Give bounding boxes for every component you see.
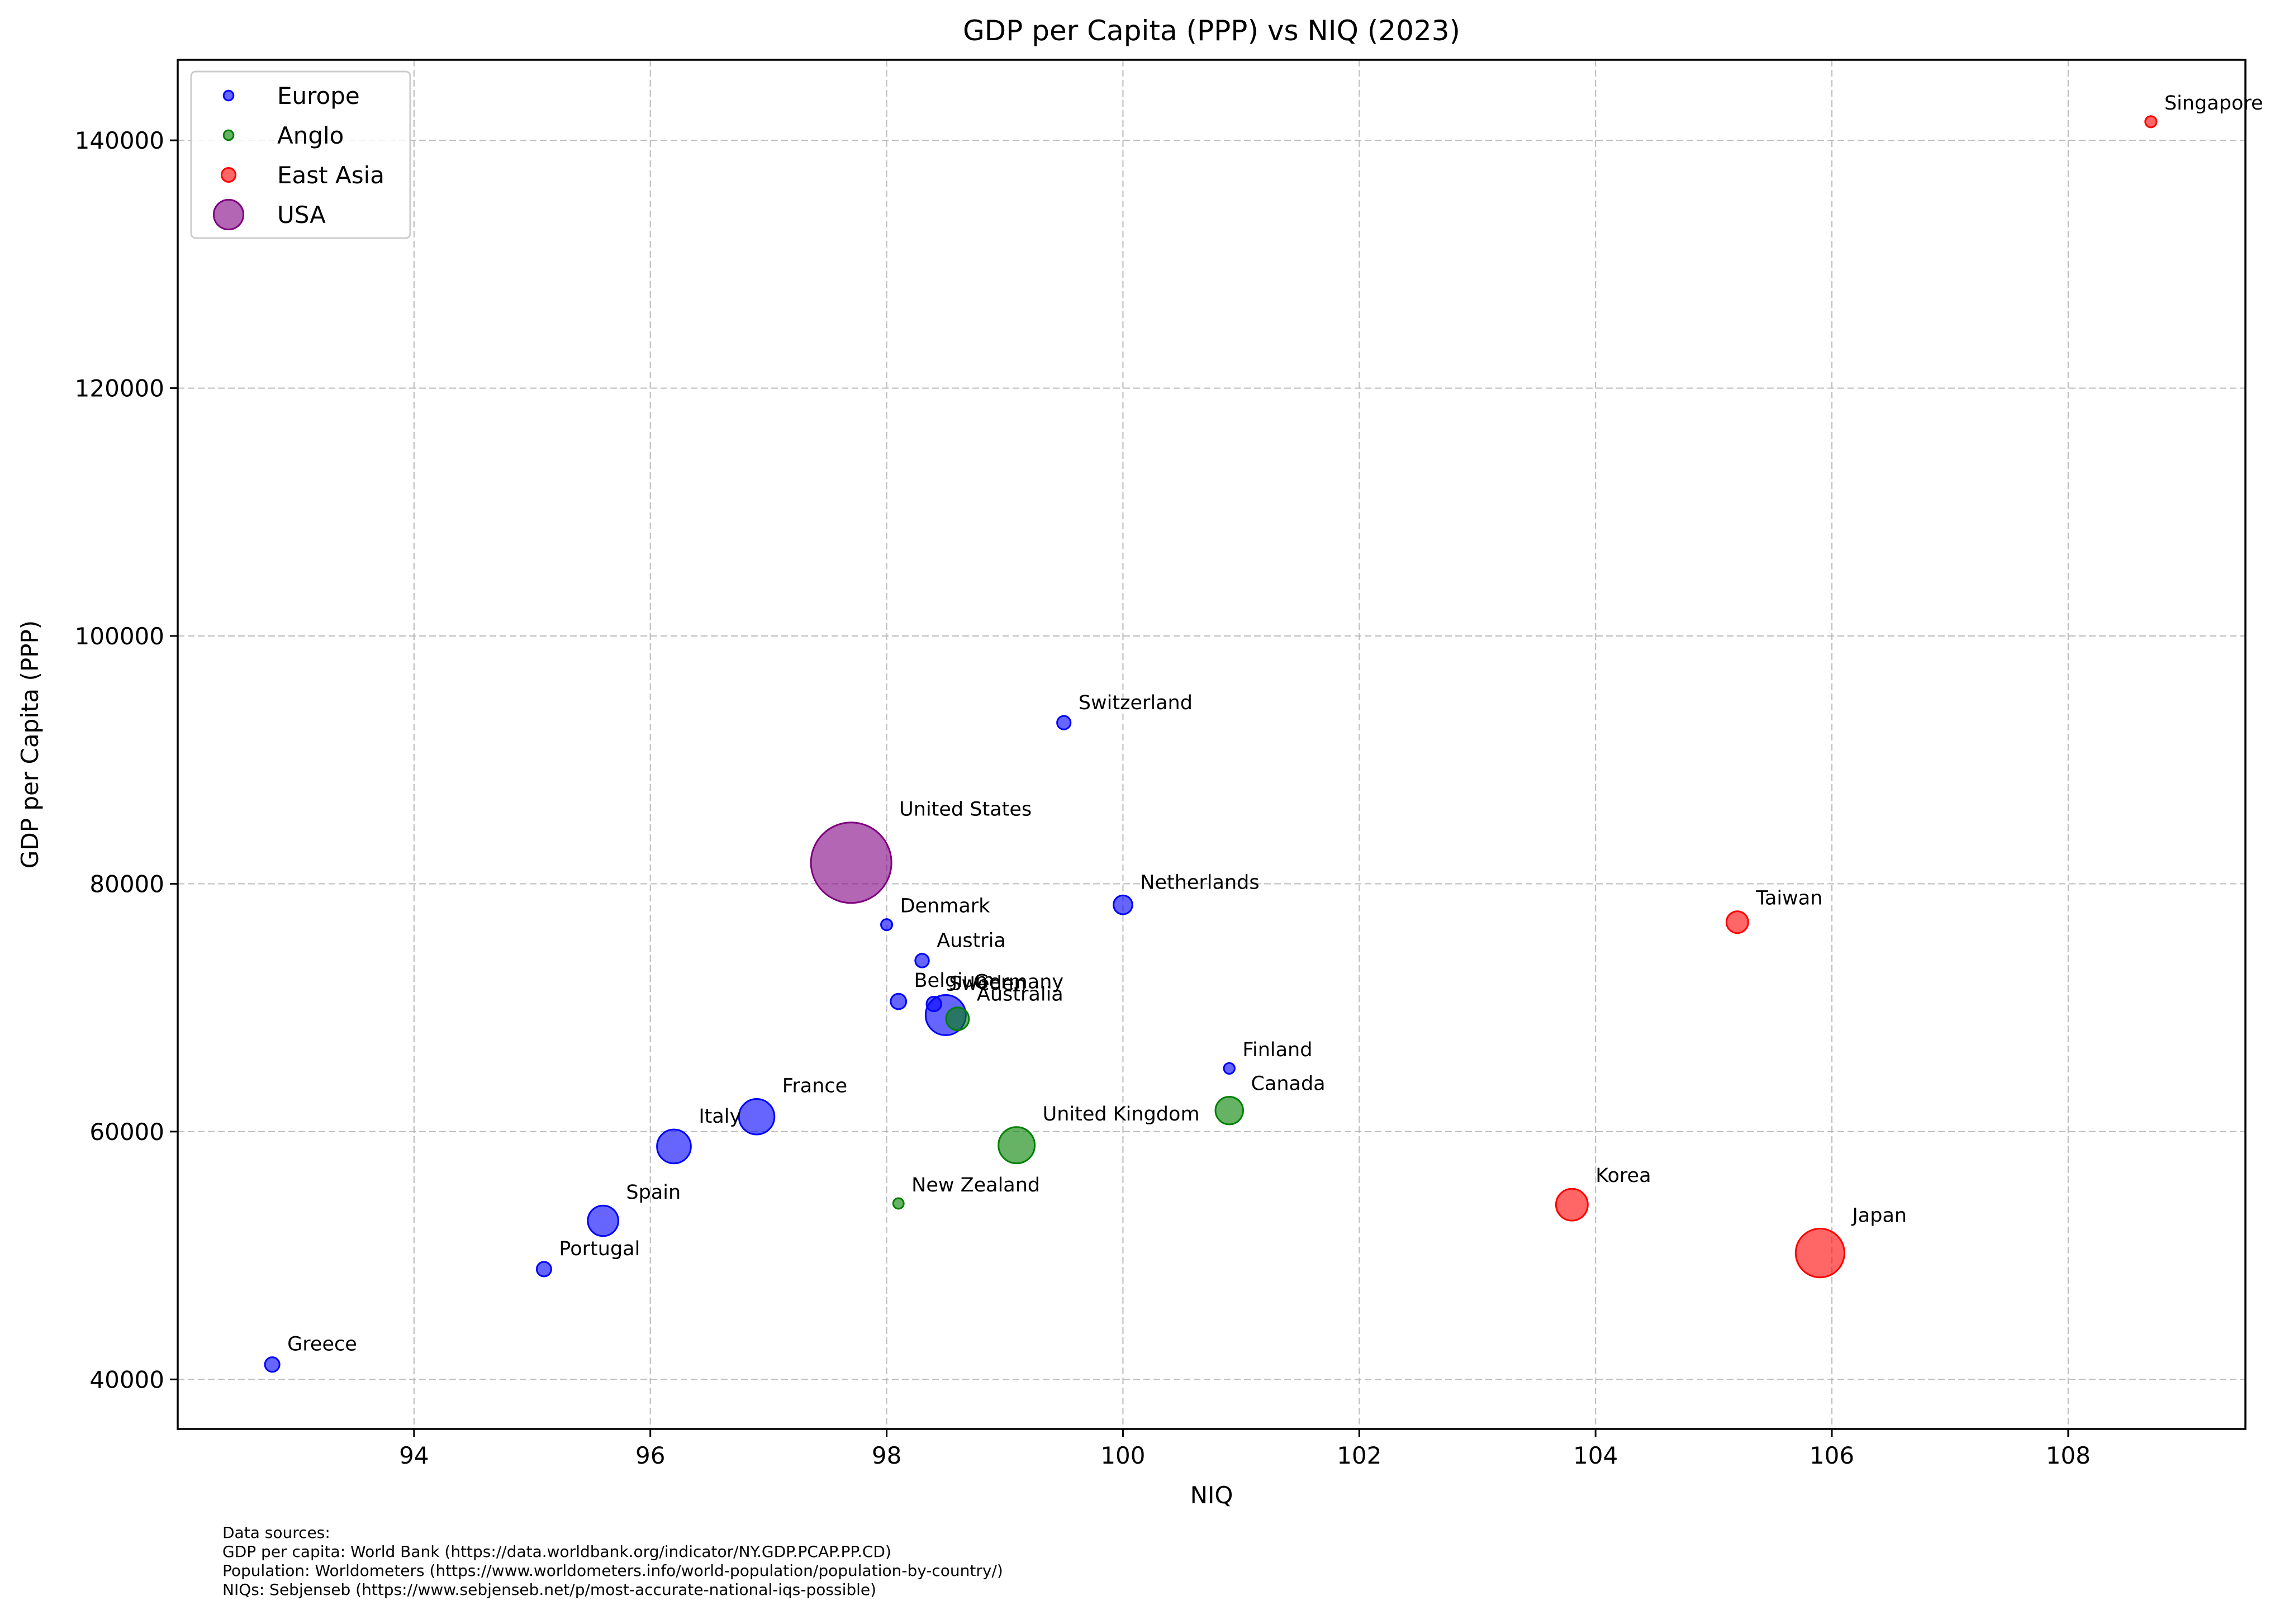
data-point-europe xyxy=(914,953,930,968)
y-tick-label: 40000 xyxy=(89,1366,164,1393)
data-point-anglo xyxy=(892,1197,905,1210)
data-sources-note: Data sources: GDP per capita: World Bank… xyxy=(222,1523,1003,1599)
x-tick-label: 102 xyxy=(1337,1442,1381,1469)
point-label: France xyxy=(782,1075,847,1097)
point-label: Finland xyxy=(1242,1039,1312,1061)
data-point-europe xyxy=(1113,894,1133,915)
x-tick-label: 94 xyxy=(399,1442,429,1469)
data-point-east-asia xyxy=(2144,115,2158,129)
data-point-europe xyxy=(264,1356,281,1373)
y-tick-label: 60000 xyxy=(89,1118,164,1146)
point-label: Spain xyxy=(626,1181,681,1204)
point-label: United States xyxy=(899,799,1032,821)
x-axis-label: NIQ xyxy=(1190,1481,1233,1509)
point-label: United Kingdom xyxy=(1043,1103,1200,1126)
data-point-europe xyxy=(880,918,894,932)
grid xyxy=(178,60,2245,1429)
data-point-europe xyxy=(890,993,908,1010)
axis-ticks: 94 96 98 100 102 104 106 108 40000 60000 80000 1000… xyxy=(75,127,2091,1469)
legend-label: Europe xyxy=(277,82,360,110)
point-label: Portugal xyxy=(559,1238,640,1260)
data-point-usa xyxy=(810,822,892,904)
point-label: Australia xyxy=(977,984,1063,1006)
x-tick-label: 108 xyxy=(2046,1442,2091,1469)
y-tick-label: 80000 xyxy=(89,870,164,898)
data-point-anglo xyxy=(1214,1095,1244,1126)
x-tick-label: 96 xyxy=(635,1442,665,1469)
y-tick-label: 100000 xyxy=(75,623,164,650)
point-label: Canada xyxy=(1251,1072,1325,1095)
data-point-anglo xyxy=(945,1006,970,1032)
point-label: Japan xyxy=(1851,1205,1907,1227)
sources-line: GDP per capita: World Bank (https://data… xyxy=(222,1542,891,1561)
point-label: Belgium xyxy=(914,970,995,992)
y-tick-label: 120000 xyxy=(75,375,164,402)
legend: Europe Anglo East Asia USA xyxy=(190,70,411,239)
chart-title: GDP per Capita (PPP) vs NIQ (2023) xyxy=(963,15,1460,47)
data-point-europe xyxy=(656,1128,692,1165)
y-axis-label: GDP per Capita (PPP) xyxy=(16,620,44,868)
x-tick-label: 104 xyxy=(1573,1442,1618,1469)
legend-marker xyxy=(212,198,245,231)
data-point-east-asia xyxy=(1555,1188,1589,1222)
point-label: Germany xyxy=(973,971,1063,994)
point-labels: Switzerland Netherlands Denmark Austria Belg… xyxy=(287,92,2263,1356)
sources-line: Data sources: xyxy=(222,1523,330,1542)
x-tick-label: 100 xyxy=(1100,1442,1145,1469)
data-point-europe xyxy=(1056,715,1072,730)
data-point-europe xyxy=(1223,1062,1236,1075)
legend-label: USA xyxy=(277,201,326,229)
sources-line: NIQs: Sebjenseb (https://www.sebjenseb.n… xyxy=(222,1580,876,1599)
data-point-east-asia xyxy=(1725,910,1749,934)
legend-marker xyxy=(220,167,237,183)
point-label: Korea xyxy=(1595,1165,1651,1187)
point-label: Austria xyxy=(937,930,1006,952)
y-tick-label: 140000 xyxy=(75,127,164,154)
point-label: Taiwan xyxy=(1755,887,1822,910)
legend-marker xyxy=(222,129,235,141)
point-label: Sweden xyxy=(949,972,1026,995)
plot-frame xyxy=(177,59,2247,1430)
legend-label: East Asia xyxy=(277,162,384,189)
point-label: New Zealand xyxy=(911,1174,1040,1196)
data-point-europe xyxy=(738,1098,776,1136)
point-label: Greece xyxy=(287,1333,357,1356)
legend-marker xyxy=(222,89,235,102)
point-label: Switzerland xyxy=(1079,692,1193,714)
point-label: Denmark xyxy=(900,895,991,918)
legend-label: Anglo xyxy=(277,122,344,149)
x-tick-label: 98 xyxy=(872,1442,901,1469)
point-label: Italy xyxy=(699,1105,741,1128)
legend-box xyxy=(190,70,411,239)
sources-line: Population: Worldometers (https://www.wo… xyxy=(222,1561,1003,1580)
data-point-europe xyxy=(535,1261,552,1278)
data-point-anglo xyxy=(998,1126,1036,1165)
point-label: Singapore xyxy=(2164,92,2263,115)
data-points xyxy=(264,115,2158,1373)
data-point-east-asia xyxy=(1794,1228,1845,1279)
point-label: Netherlands xyxy=(1140,871,1259,894)
x-tick-label: 106 xyxy=(1810,1442,1854,1469)
data-point-europe xyxy=(587,1204,619,1237)
